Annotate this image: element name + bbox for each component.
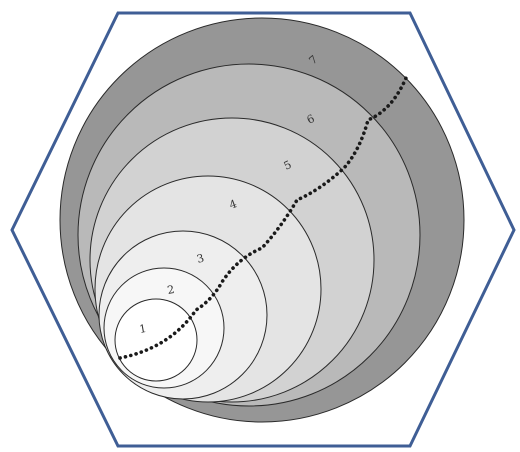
dotted-growth-path (118, 76, 408, 360)
hexagon-frame (10, 11, 516, 448)
ring-label-1: 1 (138, 322, 147, 336)
ring-label-3: 3 (195, 252, 205, 266)
ring-label-5: 5 (282, 158, 294, 173)
ring-label-2: 2 (166, 283, 175, 297)
ring-1 (114, 298, 198, 382)
ring-label-6: 6 (305, 112, 317, 127)
ring-label-4: 4 (228, 197, 239, 212)
